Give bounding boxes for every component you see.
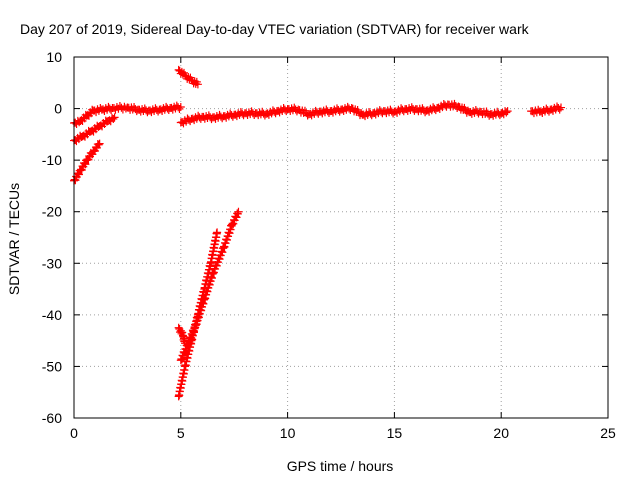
x-tick-label: 20	[493, 425, 509, 441]
y-axis-label: SDTVAR / TECUs	[6, 183, 22, 295]
plot-frame	[73, 56, 609, 419]
data-point-segment	[174, 323, 190, 348]
y-tick-label: -10	[42, 152, 62, 168]
data-point-segment	[176, 207, 243, 365]
x-tick-label: 10	[280, 425, 296, 441]
data-point-segment	[176, 99, 512, 128]
x-tick-label: 0	[70, 425, 78, 441]
x-tick-label: 5	[177, 425, 185, 441]
chart-title: Day 207 of 2019, Sidereal Day-to-day VTE…	[20, 21, 530, 37]
x-axis-label: GPS time / hours	[287, 458, 394, 474]
x-tick-label: 25	[600, 425, 616, 441]
y-tick-label: 0	[54, 101, 62, 117]
data-point-segment	[527, 102, 566, 118]
y-tick-label: -60	[42, 410, 62, 426]
y-tick-label: -40	[42, 307, 62, 323]
x-tick-label: 15	[387, 425, 403, 441]
data-point-segment	[174, 65, 202, 89]
y-tick-label: -20	[42, 204, 62, 220]
y-tick-label: -30	[42, 255, 62, 271]
axis-ticks: 0 5 10 15 20 25 10 0 -10 -20 -30 -40 -50 -60	[42, 49, 616, 441]
y-tick-label: 10	[46, 49, 62, 65]
y-tick-label: -50	[42, 358, 62, 374]
